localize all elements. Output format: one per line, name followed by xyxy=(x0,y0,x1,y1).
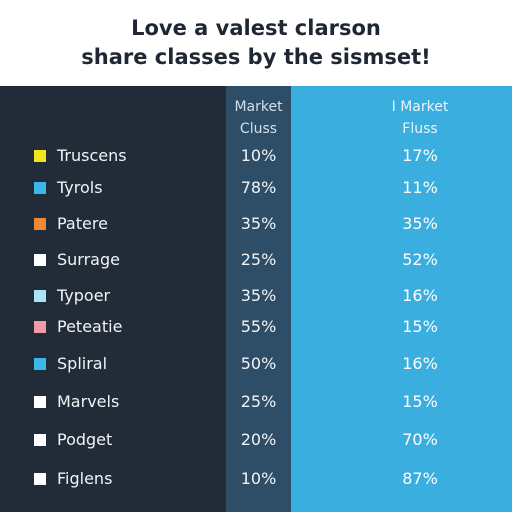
cell-market-fluss: 70% xyxy=(402,430,438,449)
legend-swatch xyxy=(34,358,46,370)
cell-market-cluss: 50% xyxy=(240,354,277,373)
row-label: Figlens xyxy=(57,469,113,488)
row-label: Spliral xyxy=(57,354,108,373)
cell-market-cluss: 10% xyxy=(240,469,277,488)
table-row: Tyrols 78% 11% xyxy=(0,176,512,200)
cell-market-cluss: 20% xyxy=(240,430,277,449)
legend-swatch xyxy=(34,182,46,194)
legend-swatch xyxy=(34,321,46,333)
table-row: Podget 20% 70% xyxy=(0,428,512,452)
row-label: Marvels xyxy=(57,392,120,411)
cell-market-cluss: 25% xyxy=(240,392,277,411)
column-header-line: Cluss xyxy=(239,121,278,137)
column-header-market-fluss: I Market Fluss xyxy=(360,96,480,140)
cell-market-fluss: 52% xyxy=(402,250,438,269)
legend-swatch xyxy=(34,396,46,408)
cell-market-fluss: 15% xyxy=(402,392,438,411)
table-row: Truscens 10% 17% xyxy=(0,144,512,168)
row-label: Truscens xyxy=(57,146,127,165)
cell-market-fluss: 16% xyxy=(402,354,438,373)
column-market-fluss-background xyxy=(291,86,512,512)
table-row: Typoer 35% 16% xyxy=(0,284,512,308)
legend-swatch xyxy=(34,150,46,162)
legend-swatch xyxy=(34,473,46,485)
table-row: Figlens 10% 87% xyxy=(0,467,512,491)
row-label: Peteatie xyxy=(57,317,123,336)
row-label: Patere xyxy=(57,214,108,233)
cell-market-cluss: 35% xyxy=(240,214,277,233)
table-row: Spliral 50% 16% xyxy=(0,352,512,376)
cell-market-cluss: 55% xyxy=(240,317,277,336)
cell-market-fluss: 11% xyxy=(402,178,438,197)
row-label: Surrage xyxy=(57,250,120,269)
cell-market-fluss: 15% xyxy=(402,317,438,336)
table-row: Marvels 25% 15% xyxy=(0,390,512,414)
column-header-line: I Market xyxy=(391,99,449,115)
cell-market-cluss: 25% xyxy=(240,250,277,269)
column-header-market-cluss: Market Cluss xyxy=(226,96,291,140)
legend-swatch xyxy=(34,290,46,302)
cell-market-fluss: 35% xyxy=(402,214,438,233)
row-label: Podget xyxy=(57,430,113,449)
column-market-cluss-background xyxy=(226,86,291,512)
row-label: Typoer xyxy=(57,286,111,305)
chart-title-line-1: Love a valest clarson xyxy=(131,16,381,40)
cell-market-fluss: 17% xyxy=(402,146,438,165)
legend-swatch xyxy=(34,254,46,266)
cell-market-cluss: 10% xyxy=(240,146,277,165)
chart-title-area: Love a valest clarson share classes by t… xyxy=(0,0,512,86)
column-header-line: Fluss xyxy=(402,121,438,137)
cell-market-fluss: 16% xyxy=(402,286,438,305)
chart-title-line-2: share classes by the sismset! xyxy=(81,45,431,69)
cell-market-cluss: 35% xyxy=(240,286,277,305)
table-row: Surrage 25% 52% xyxy=(0,248,512,272)
table-row: Patere 35% 35% xyxy=(0,212,512,236)
cell-market-fluss: 87% xyxy=(402,469,438,488)
data-table: Market Cluss I Market Fluss Truscens 10% 1… xyxy=(0,86,512,512)
cell-market-cluss: 78% xyxy=(240,178,277,197)
row-label: Tyrols xyxy=(57,178,103,197)
legend-swatch xyxy=(34,218,46,230)
legend-swatch xyxy=(34,434,46,446)
column-header-line: Market xyxy=(234,99,283,115)
table-row: Peteatie 55% 15% xyxy=(0,315,512,339)
